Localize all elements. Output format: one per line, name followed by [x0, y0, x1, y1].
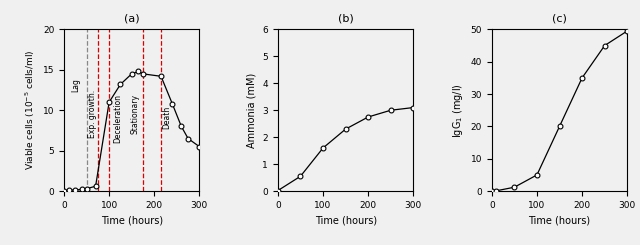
Text: Stationary: Stationary: [131, 94, 140, 134]
X-axis label: Time (hours): Time (hours): [314, 215, 377, 225]
Y-axis label: IgG$_1$ (mg/l): IgG$_1$ (mg/l): [451, 83, 465, 138]
Y-axis label: Ammonia (mM): Ammonia (mM): [247, 73, 257, 148]
X-axis label: Time (hours): Time (hours): [100, 215, 163, 225]
Text: Deceleration: Deceleration: [113, 94, 122, 143]
Title: (b): (b): [338, 13, 353, 23]
Y-axis label: Viable cells (10$^{-5}$ cells/ml): Viable cells (10$^{-5}$ cells/ml): [24, 50, 37, 171]
Title: (c): (c): [552, 13, 567, 23]
Text: Lag: Lag: [72, 78, 81, 92]
Text: Death: Death: [163, 106, 172, 129]
Title: (a): (a): [124, 13, 140, 23]
Text: Exp. growth.: Exp. growth.: [88, 90, 97, 138]
X-axis label: Time (hours): Time (hours): [529, 215, 591, 225]
